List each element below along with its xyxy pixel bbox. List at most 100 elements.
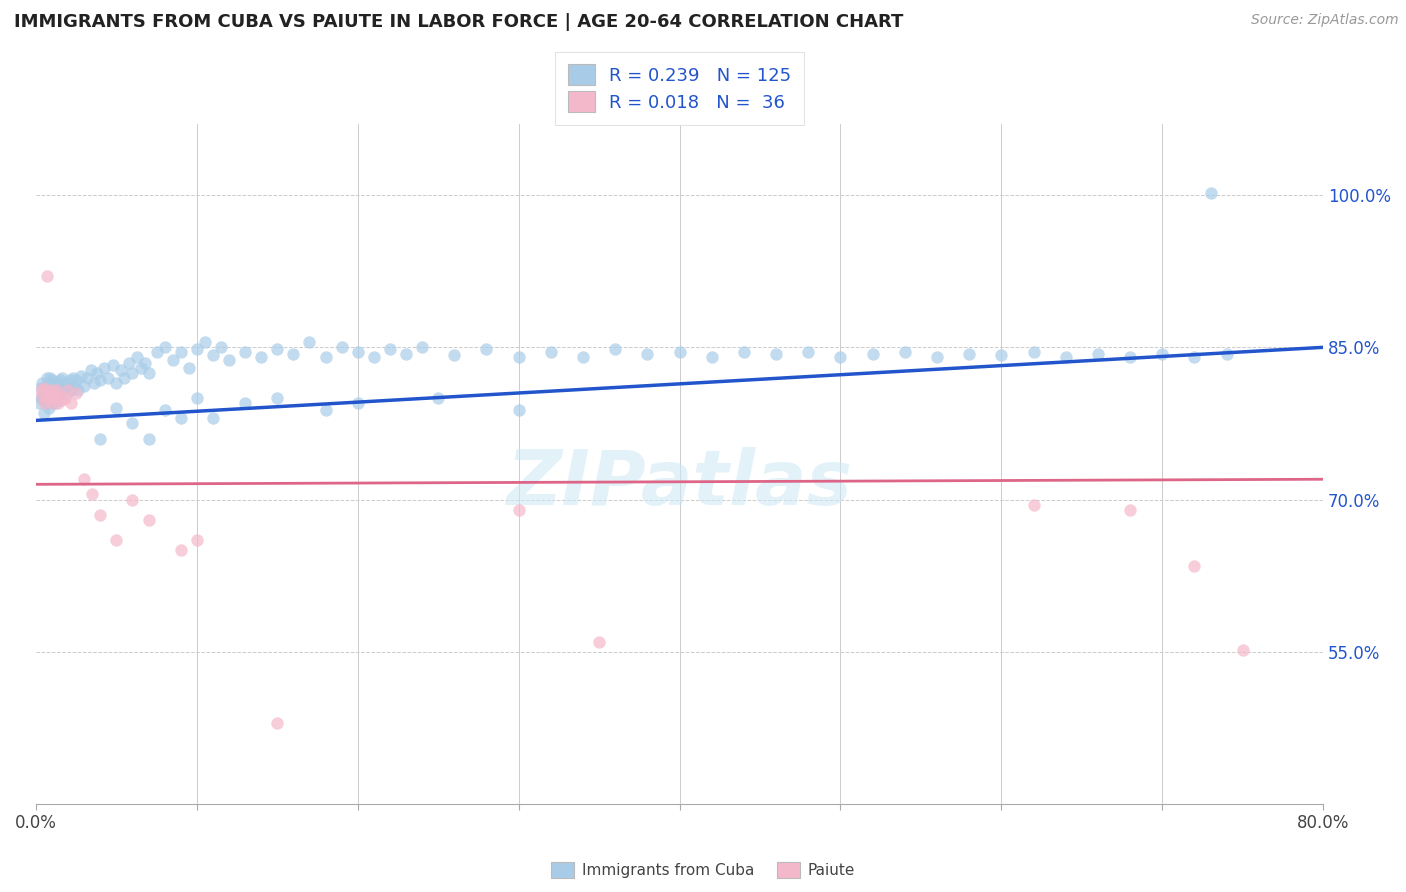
Point [86,366,108,380]
Point [30,381,52,395]
Point [990,348,1012,362]
Point [233,345,256,359]
Point [42,377,65,392]
Text: ZIPatlas: ZIPatlas [506,448,852,522]
Point [65,386,87,401]
Point [1184,351,1206,365]
Point [1215,347,1237,361]
Point [105,533,128,548]
Point [60,383,83,397]
Point [51,393,73,408]
Point [32,393,55,408]
Point [44,391,66,405]
Point [30,391,52,405]
Point [89,432,111,446]
Point [118,355,141,369]
Point [411,340,433,354]
Point [443,348,465,362]
Point [39,371,62,385]
Point [145,345,167,359]
Point [127,351,149,365]
Point [508,403,530,417]
Point [48,396,70,410]
Point [45,383,67,397]
Point [38,376,60,390]
Point [427,391,450,405]
Point [194,335,217,350]
Point [1152,347,1174,361]
Point [70,368,93,383]
Point [105,401,128,416]
Point [93,360,115,375]
Point [45,391,67,405]
Point [266,715,288,730]
Point [121,366,143,380]
Point [97,371,120,385]
Point [110,362,132,376]
Point [283,347,305,361]
Point [201,411,224,425]
Point [1119,502,1142,516]
Point [170,411,193,425]
Point [31,389,53,403]
Point [138,366,160,380]
Point [49,373,72,387]
Point [44,381,66,395]
Point [28,396,51,410]
Point [1184,558,1206,573]
Point [76,371,98,385]
Point [508,351,530,365]
Point [45,376,67,390]
Point [53,376,76,390]
Legend: Immigrants from Cuba, Paiute: Immigrants from Cuba, Paiute [546,856,860,884]
Point [89,373,111,387]
Point [765,347,787,361]
Point [60,396,83,410]
Point [170,543,193,558]
Point [733,345,755,359]
Point [48,379,70,393]
Point [51,371,73,385]
Point [39,381,62,395]
Point [186,391,208,405]
Point [39,391,62,405]
Point [49,388,72,402]
Text: Source: ZipAtlas.com: Source: ZipAtlas.com [1251,13,1399,28]
Point [55,386,77,401]
Point [53,391,76,405]
Point [797,345,820,359]
Point [63,379,86,393]
Point [37,269,59,284]
Point [32,406,55,420]
Point [39,393,62,408]
Point [378,343,401,357]
Point [170,345,193,359]
Point [37,396,59,410]
Point [1022,345,1045,359]
Point [101,358,124,372]
Point [79,362,101,376]
Point [59,373,82,387]
Point [32,381,55,395]
Point [42,386,65,401]
Point [41,373,63,387]
Point [572,351,595,365]
Point [508,502,530,516]
Point [395,347,418,361]
Point [588,634,610,648]
Point [700,351,723,365]
Point [38,386,60,401]
Point [129,360,152,375]
Point [250,351,273,365]
Point [34,379,56,393]
Point [1232,642,1254,657]
Point [153,340,176,354]
Point [31,376,53,390]
Point [56,383,79,397]
Point [330,340,353,354]
Point [41,383,63,397]
Point [83,376,105,390]
Point [218,352,240,367]
Point [41,396,63,410]
Point [233,396,256,410]
